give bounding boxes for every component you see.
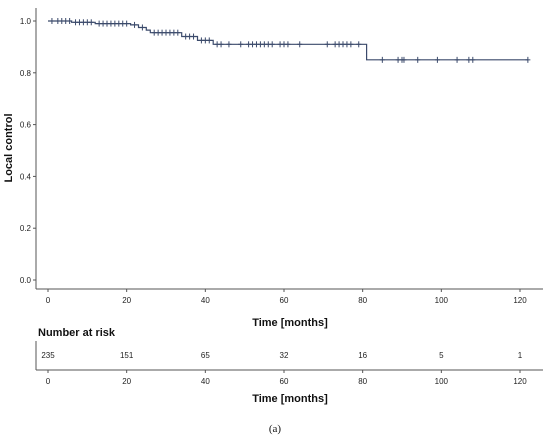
risk-x-tick-label: 40 [201, 377, 210, 386]
risk-value: 235 [41, 351, 55, 360]
y-tick-label: 0.8 [20, 69, 32, 78]
risk-value: 16 [358, 351, 367, 360]
censor-mark-group [49, 18, 531, 63]
risk-value-group: 235 151 65 32 16 5 1 [41, 351, 522, 360]
censor-mark [324, 41, 330, 48]
risk-table-title: Number at risk [38, 327, 116, 339]
censor-mark [415, 56, 421, 63]
censor-mark [525, 56, 531, 63]
risk-value: 151 [120, 351, 134, 360]
risk-value: 65 [201, 351, 210, 360]
risk-x-tick-label: 80 [358, 377, 367, 386]
y-tick-label: 0.2 [20, 224, 32, 233]
censor-mark [348, 41, 354, 48]
censor-mark [434, 56, 440, 63]
censor-mark [88, 19, 94, 26]
risk-x-tick-label: 120 [513, 377, 527, 386]
censor-mark [285, 41, 291, 48]
risk-x-tick-label: 100 [435, 377, 449, 386]
censor-mark [191, 33, 197, 40]
x-tick-label: 80 [358, 296, 367, 305]
censor-mark [401, 56, 407, 63]
risk-value: 5 [439, 351, 444, 360]
censor-mark [226, 41, 232, 48]
risk-value: 1 [518, 351, 523, 360]
censor-mark [297, 41, 303, 48]
censor-mark [49, 18, 55, 24]
censor-mark [238, 41, 244, 48]
censor-mark [206, 37, 212, 44]
x-tick-group: 0 20 40 60 80 100 120 [46, 289, 527, 305]
y-tick-label: 0.6 [20, 121, 32, 130]
y-tick-label: 0.4 [20, 172, 32, 181]
risk-value: 32 [280, 351, 289, 360]
censor-mark [139, 24, 145, 31]
figure-caption: (a) [269, 423, 282, 435]
x-axis-label: Time [months] [252, 317, 328, 329]
x-tick-label: 0 [46, 296, 51, 305]
y-tick-label: 0.0 [20, 276, 32, 285]
risk-x-axis-label: Time [months] [252, 393, 328, 405]
censor-mark [124, 20, 130, 27]
risk-x-tick-label: 60 [280, 377, 289, 386]
censor-mark [470, 56, 476, 63]
censor-mark [175, 29, 181, 36]
censor-mark [67, 18, 73, 24]
censor-mark [132, 21, 138, 28]
y-tick-label: 1.0 [20, 17, 32, 26]
censor-mark [218, 41, 224, 48]
x-tick-label: 120 [513, 296, 527, 305]
y-tick-group: 0.0 0.2 0.4 0.6 0.8 1.0 [20, 17, 36, 285]
censor-mark [356, 41, 362, 48]
risk-x-tick-label: 0 [46, 377, 51, 386]
y-axis-label: Local control [3, 113, 15, 182]
x-tick-label: 40 [201, 296, 210, 305]
x-tick-label: 20 [122, 296, 131, 305]
x-tick-label: 100 [435, 296, 449, 305]
censor-mark [269, 41, 275, 48]
risk-x-tick-group: 0 20 40 60 80 100 120 [46, 370, 527, 386]
x-tick-label: 60 [280, 296, 289, 305]
survival-curve [48, 20, 528, 61]
risk-x-tick-label: 20 [122, 377, 131, 386]
censor-mark [379, 56, 385, 63]
censor-mark [454, 56, 460, 63]
